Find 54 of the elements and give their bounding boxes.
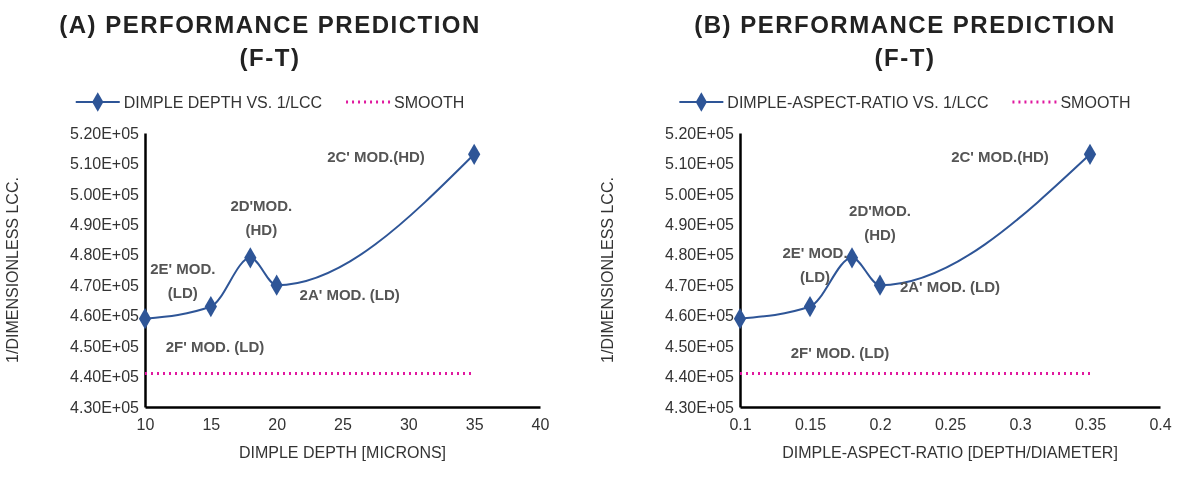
- annotation: 2C' MOD.(HD): [327, 148, 425, 165]
- y-tick-label: 4.50E+05: [665, 337, 735, 355]
- annotation: 2E' MOD. (LD): [782, 243, 848, 285]
- legend-label: DIMPLE DEPTH VS. 1/LCC: [123, 94, 323, 111]
- y-axis-title: 1/DIMENSIONLESS LCC.: [599, 177, 616, 363]
- annotation: 2E' MOD. (LD): [150, 259, 216, 301]
- legend-label: SMOOTH: [394, 94, 465, 111]
- x-tick-label: 0.35: [1074, 416, 1107, 434]
- y-tick-label: 4.80E+05: [70, 246, 140, 264]
- annotation: 2F' MOD. (LD): [165, 337, 265, 355]
- y-tick-label: 4.30E+05: [665, 398, 735, 416]
- y-tick-label: 5.00E+05: [70, 185, 140, 203]
- x-tick-label: 30: [399, 416, 418, 434]
- y-tick-label: 4.90E+05: [665, 215, 735, 233]
- y-axis-title: 1/DIMENSIONLESS LCC.: [4, 177, 21, 363]
- y-tick-label: 4.70E+05: [665, 276, 735, 294]
- x-tick-label: 40: [531, 416, 550, 434]
- annotation: 2D'MOD. (HD): [230, 196, 293, 238]
- x-tick-label: 20: [268, 416, 287, 434]
- x-tick-label: 35: [465, 416, 484, 434]
- chart-title: (B) PERFORMANCE PREDICTION (F-T): [694, 11, 1116, 71]
- y-tick-label: 4.40E+05: [665, 368, 735, 386]
- y-tick-label: 4.30E+05: [70, 398, 140, 416]
- annotation: 2A' MOD. (LD): [899, 278, 1001, 296]
- y-tick-label: 4.80E+05: [665, 246, 735, 264]
- x-tick-label: 10: [136, 416, 155, 434]
- legend-label: SMOOTH: [1060, 94, 1131, 111]
- x-tick-label: 0.4: [1149, 416, 1172, 434]
- annotation: 2C' MOD.(HD): [951, 148, 1049, 165]
- y-tick-label: 5.00E+05: [665, 185, 735, 203]
- y-tick-label: 4.60E+05: [665, 307, 735, 325]
- annotation: 2D'MOD. (HD): [849, 201, 911, 243]
- y-tick-label: 5.20E+05: [70, 124, 140, 142]
- x-tick-label: 0.25: [934, 416, 967, 434]
- x-axis-title: DIMPLE DEPTH [MICRONS]: [238, 444, 447, 461]
- y-tick-label: 4.40E+05: [70, 368, 140, 386]
- x-tick-label: 0.1: [729, 416, 752, 434]
- legend-label: DIMPLE-ASPECT-RATIO VS. 1/LCC: [727, 94, 989, 111]
- y-tick-label: 5.10E+05: [665, 155, 735, 173]
- annotation: 2A' MOD. (LD): [299, 286, 400, 304]
- annotation: 2F' MOD. (LD): [790, 344, 890, 361]
- x-tick-label: 0.15: [794, 416, 827, 434]
- y-tick-label: 4.70E+05: [70, 276, 140, 294]
- x-tick-label: 0.2: [869, 416, 892, 434]
- y-tick-label: 5.20E+05: [665, 124, 735, 142]
- y-tick-label: 4.60E+05: [70, 307, 140, 325]
- x-axis-title: DIMPLE-ASPECT-RATIO [DEPTH/DIAMETER]: [782, 444, 1118, 461]
- x-tick-label: 25: [334, 416, 352, 434]
- chart-title: (A) PERFORMANCE PREDICTION (F-T): [59, 11, 481, 71]
- x-tick-label: 15: [202, 416, 221, 434]
- x-tick-label: 0.3: [1009, 416, 1032, 434]
- y-tick-label: 5.10E+05: [70, 155, 140, 173]
- y-tick-label: 4.90E+05: [70, 215, 140, 233]
- y-tick-label: 4.50E+05: [70, 337, 140, 355]
